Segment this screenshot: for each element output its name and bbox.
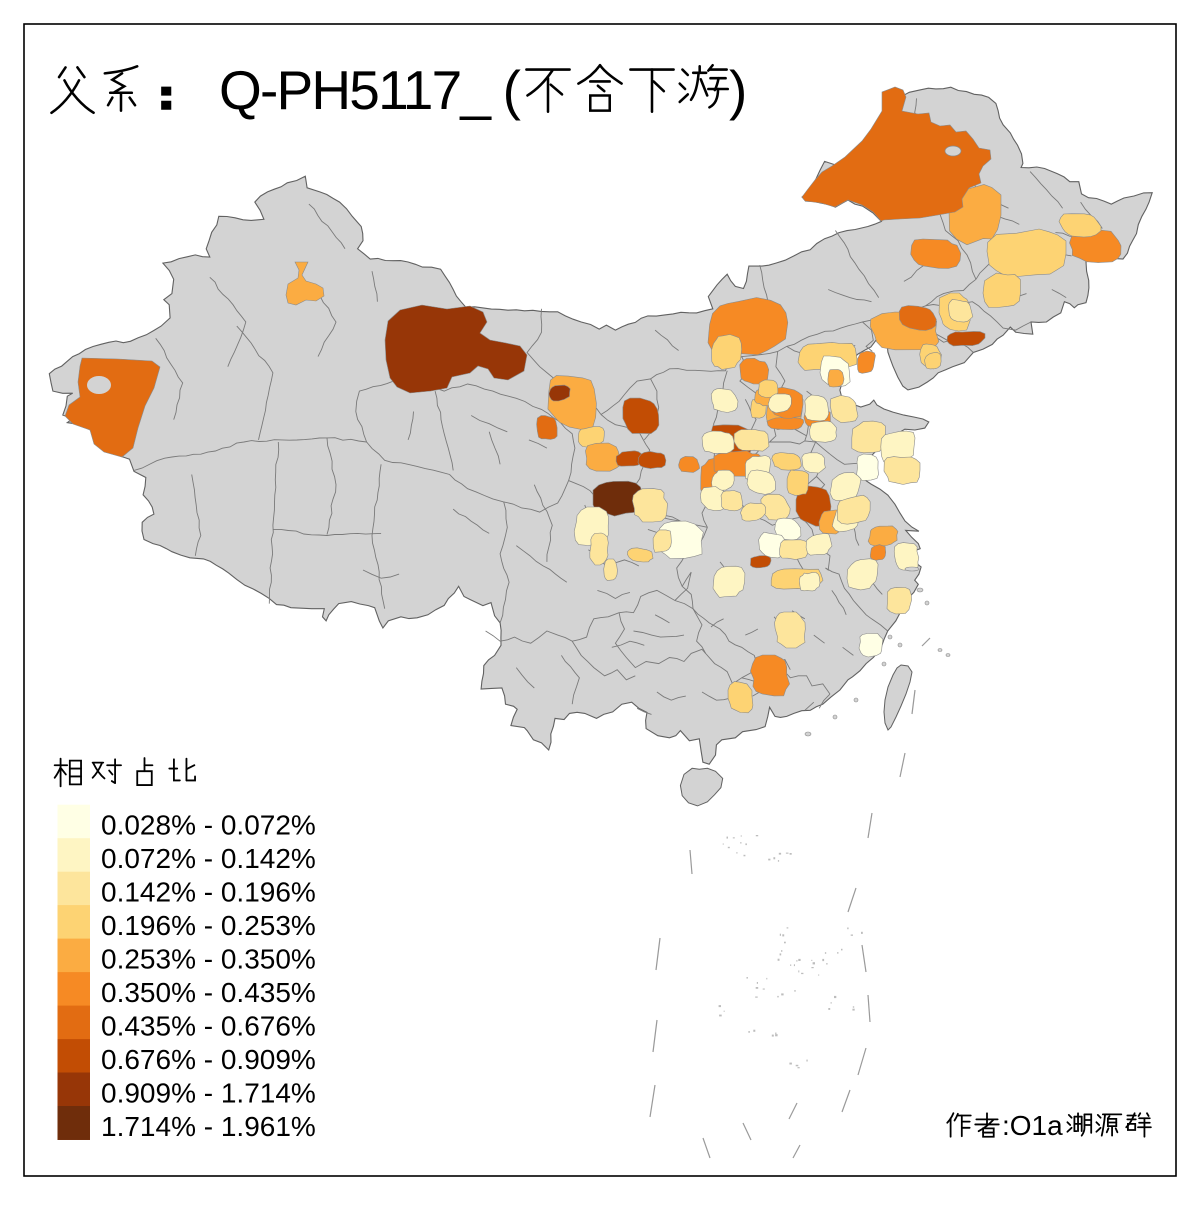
svg-text:0.435% - 0.676%: 0.435% - 0.676% <box>101 1011 316 1042</box>
svg-text:): ) <box>729 59 747 121</box>
svg-text:0.028% - 0.072%: 0.028% - 0.072% <box>101 810 316 841</box>
svg-text:0.253% - 0.350%: 0.253% - 0.350% <box>101 944 316 975</box>
svg-text:0.350% - 0.435%: 0.350% - 0.435% <box>101 977 316 1008</box>
svg-text:0.909% - 1.714%: 0.909% - 1.714% <box>101 1078 316 1109</box>
svg-text:0.142% - 0.196%: 0.142% - 0.196% <box>101 877 316 908</box>
svg-text:0.196% - 0.253%: 0.196% - 0.253% <box>101 910 316 941</box>
svg-text:1.714% - 1.961%: 1.714% - 1.961% <box>101 1111 316 1142</box>
svg-text::O1a: :O1a <box>1002 1110 1063 1141</box>
svg-text:0.072% - 0.142%: 0.072% - 0.142% <box>101 843 316 874</box>
svg-text:Q-PH5117_ (: Q-PH5117_ ( <box>219 59 521 121</box>
svg-text:0.676% - 0.909%: 0.676% - 0.909% <box>101 1044 316 1075</box>
